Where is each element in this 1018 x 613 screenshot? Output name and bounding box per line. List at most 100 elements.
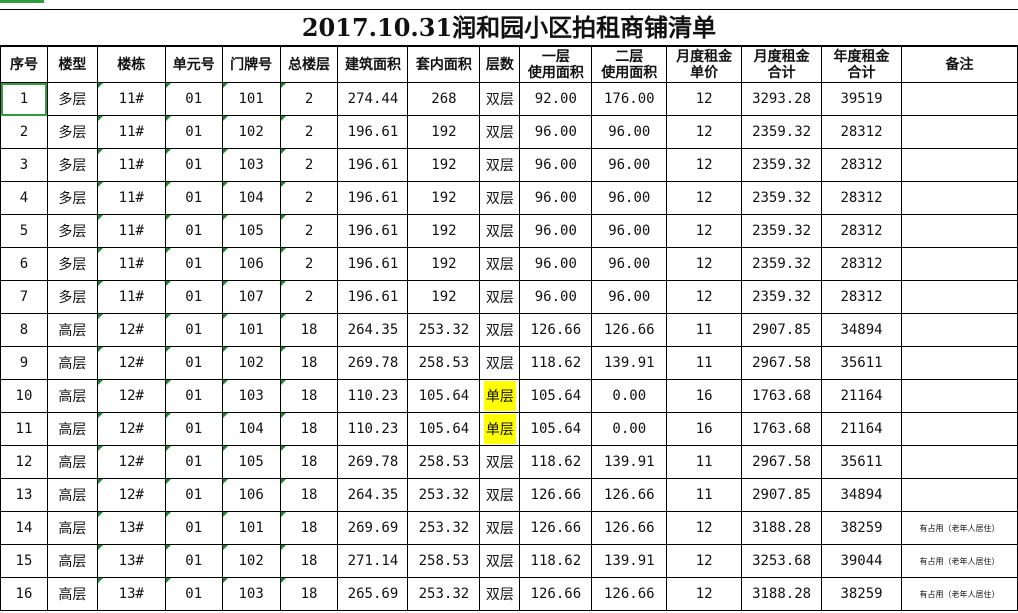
table-cell[interactable]: 96.00 [591,181,668,215]
table-cell[interactable]: 1763.68 [741,379,823,413]
table-cell[interactable]: 多层 [46,148,98,182]
column-header[interactable]: 一层 使用面积 [519,46,593,83]
table-cell[interactable]: 196.61 [337,115,409,149]
table-cell[interactable]: 102 [221,544,281,578]
table-cell[interactable]: 11# [96,247,166,281]
table-cell[interactable]: 11 [666,346,743,380]
table-cell[interactable]: 2 [279,214,339,248]
table-cell[interactable]: 28312 [821,115,902,149]
table-cell[interactable]: 双层 [479,280,521,314]
table-cell[interactable]: 253.32 [407,478,481,512]
table-cell[interactable]: 11# [96,82,166,116]
table-cell[interactable]: 0.00 [591,379,668,413]
table-cell[interactable]: 12 [666,544,743,578]
table-cell[interactable]: 126.66 [591,478,668,512]
table-cell[interactable]: 6 [0,247,48,281]
table-cell[interactable]: 11# [96,280,166,314]
column-header[interactable]: 序号 [0,46,48,83]
table-cell[interactable]: 264.35 [337,313,409,347]
table-cell[interactable]: 28312 [821,247,902,281]
table-cell[interactable]: 01 [164,544,223,578]
table-cell[interactable]: 高层 [46,544,98,578]
column-header[interactable]: 月度租金 合计 [741,46,823,83]
table-cell[interactable]: 01 [164,577,223,611]
table-cell[interactable]: 15 [0,544,48,578]
table-cell[interactable]: 139.91 [591,346,668,380]
table-cell[interactable]: 258.53 [407,346,481,380]
table-cell[interactable]: 3188.28 [741,577,823,611]
table-cell[interactable]: 01 [164,181,223,215]
table-cell[interactable]: 双层 [479,214,521,248]
table-cell[interactable]: 101 [221,82,281,116]
table-cell[interactable]: 139.91 [591,445,668,479]
table-cell[interactable]: 1763.68 [741,412,823,446]
table-cell[interactable] [900,478,1018,512]
table-cell[interactable]: 3188.28 [741,511,823,545]
table-cell[interactable]: 264.35 [337,478,409,512]
table-cell[interactable]: 13# [96,577,166,611]
table-cell[interactable]: 126.66 [519,577,593,611]
table-cell[interactable] [900,445,1018,479]
table-cell[interactable]: 2907.85 [741,478,823,512]
table-cell[interactable]: 268 [407,82,481,116]
table-cell[interactable]: 11 [666,313,743,347]
table-cell[interactable]: 126.66 [591,313,668,347]
table-cell[interactable]: 13# [96,544,166,578]
table-cell[interactable]: 38259 [821,577,902,611]
table-cell[interactable]: 12 [666,511,743,545]
table-cell[interactable]: 18 [279,379,339,413]
table-cell[interactable]: 有占用（老年人居住） [900,577,1018,611]
table-cell[interactable]: 107 [221,280,281,314]
table-cell[interactable]: 多层 [46,82,98,116]
column-header[interactable]: 单元号 [164,46,223,83]
table-cell[interactable]: 192 [407,280,481,314]
table-cell[interactable]: 28312 [821,148,902,182]
table-cell[interactable]: 单层 [479,379,521,413]
table-cell[interactable]: 5 [0,214,48,248]
table-cell[interactable]: 118.62 [519,445,593,479]
table-cell[interactable]: 18 [279,478,339,512]
table-cell[interactable]: 12# [96,412,166,446]
table-cell[interactable]: 196.61 [337,148,409,182]
table-cell[interactable]: 12# [96,478,166,512]
table-cell[interactable]: 双层 [479,181,521,215]
table-cell[interactable]: 126.66 [519,478,593,512]
table-cell[interactable] [900,181,1018,215]
table-cell[interactable]: 12 [666,280,743,314]
table-cell[interactable]: 4 [0,181,48,215]
table-cell[interactable]: 105 [221,214,281,248]
table-cell[interactable]: 126.66 [519,313,593,347]
table-cell[interactable]: 2359.32 [741,148,823,182]
table-cell[interactable]: 01 [164,511,223,545]
table-cell[interactable]: 3 [0,148,48,182]
table-cell[interactable]: 12 [666,247,743,281]
table-cell[interactable]: 双层 [479,577,521,611]
column-header[interactable]: 总楼层 [279,46,339,83]
table-cell[interactable]: 196.61 [337,280,409,314]
table-cell[interactable]: 11 [666,445,743,479]
table-cell[interactable]: 269.78 [337,346,409,380]
table-cell[interactable]: 196.61 [337,247,409,281]
table-cell[interactable]: 96.00 [519,280,593,314]
table-cell[interactable]: 双层 [479,115,521,149]
table-cell[interactable]: 16 [0,577,48,611]
table-cell[interactable]: 高层 [46,412,98,446]
table-cell[interactable]: 多层 [46,115,98,149]
table-cell[interactable]: 39519 [821,82,902,116]
column-header[interactable]: 套内面积 [407,46,481,83]
table-cell[interactable]: 258.53 [407,544,481,578]
table-cell[interactable]: 2 [279,115,339,149]
table-cell[interactable]: 105.64 [407,379,481,413]
table-cell[interactable]: 196.61 [337,181,409,215]
table-cell[interactable]: 2359.32 [741,181,823,215]
table-cell[interactable]: 105.64 [519,412,593,446]
table-cell[interactable]: 106 [221,478,281,512]
table-cell[interactable]: 96.00 [591,115,668,149]
table-cell[interactable]: 有占用（老年人居住） [900,511,1018,545]
column-header[interactable]: 楼栋 [96,46,166,83]
table-cell[interactable]: 2 [0,115,48,149]
table-cell[interactable]: 1 [0,82,48,116]
table-cell[interactable]: 101 [221,511,281,545]
table-cell[interactable]: 28312 [821,280,902,314]
table-cell[interactable]: 高层 [46,346,98,380]
